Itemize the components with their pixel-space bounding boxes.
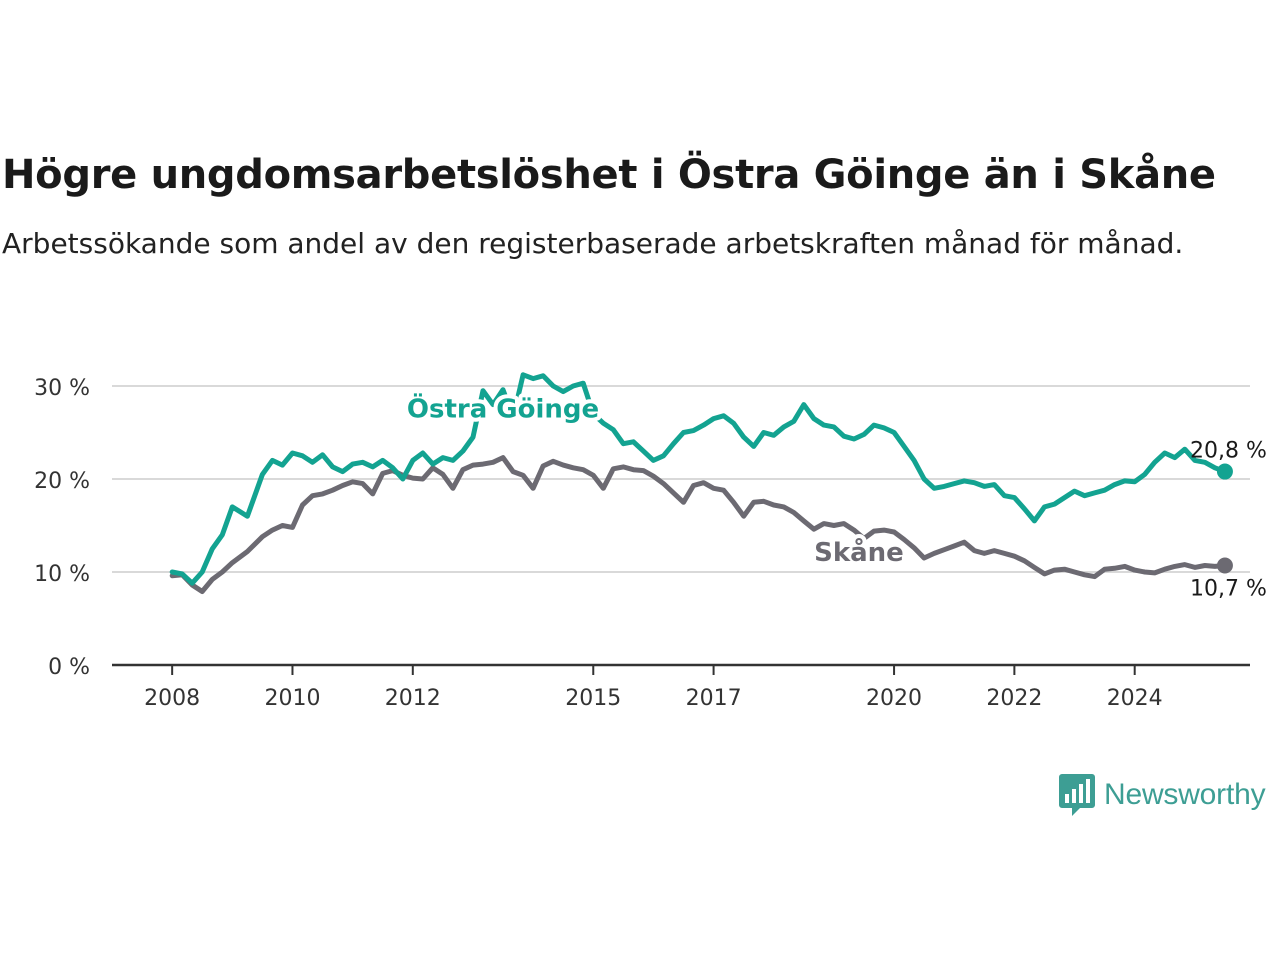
x-tick-label: 2024 xyxy=(1107,686,1163,711)
x-tick-label: 2015 xyxy=(565,686,621,711)
line-chart: 0 % 10 % 20 % 30 % 2008 2010 2012 2015 2017 2020 2… xyxy=(34,372,1267,711)
end-point-skane xyxy=(1216,557,1233,574)
y-tick-label: 10 % xyxy=(34,562,90,587)
end-value-label: 20,8 % xyxy=(1190,439,1267,464)
series-label: Östra Göinge xyxy=(407,392,599,425)
newsworthy-logo-icon xyxy=(1059,774,1095,816)
chart-subtitle: Arbetssökande som andel av den registerb… xyxy=(2,227,1184,260)
series-label-halo: Skåne xyxy=(814,536,904,568)
series-line-skane xyxy=(169,455,1228,594)
axis-layer: 0 % 10 % 20 % 30 % 2008 2010 2012 2015 2017 2020 2… xyxy=(34,376,1250,711)
series-line-ostra-goinge xyxy=(169,372,1228,586)
end-point-ostra-goinge xyxy=(1216,463,1233,480)
x-tick-label: 2022 xyxy=(986,686,1042,711)
newsworthy-logo-text: Newsworthy xyxy=(1104,778,1266,811)
x-tick-label: 2010 xyxy=(264,686,320,711)
chart-title: Högre ungdomsarbetslöshet i Östra Göinge… xyxy=(2,152,1216,198)
x-tick-label: 2008 xyxy=(144,686,200,711)
x-tick-label: 2020 xyxy=(866,686,922,711)
series-layer xyxy=(169,372,1228,594)
x-tick-label: 2017 xyxy=(686,686,742,711)
y-tick-label: 20 % xyxy=(34,469,90,494)
x-tick-label: 2012 xyxy=(385,686,441,711)
y-tick-label: 30 % xyxy=(34,376,90,401)
series-label: Skåne xyxy=(814,536,904,568)
y-tick-label: 0 % xyxy=(48,655,90,680)
series-label-halo: Östra Göinge xyxy=(407,392,599,425)
grid-layer xyxy=(112,385,1250,573)
end-value-label: 10,7 % xyxy=(1190,576,1267,601)
newsworthy-logo[interactable]: Newsworthy xyxy=(1058,772,1266,818)
